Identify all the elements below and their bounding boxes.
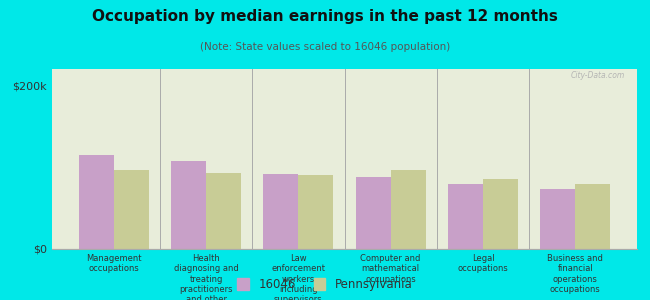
Bar: [206, 173, 241, 249]
Bar: [298, 176, 333, 249]
Text: (Note: State values scaled to 16046 population): (Note: State values scaled to 16046 popu…: [200, 42, 450, 52]
Bar: [171, 160, 206, 249]
Bar: [448, 184, 483, 249]
Bar: [263, 174, 298, 249]
Bar: [79, 155, 114, 249]
Bar: [483, 179, 518, 249]
Bar: [391, 170, 426, 249]
Legend: 16046, Pennsylvania: 16046, Pennsylvania: [237, 278, 413, 291]
Text: City-Data.com: City-Data.com: [571, 71, 625, 80]
Bar: [575, 184, 610, 249]
Bar: [356, 177, 391, 249]
Bar: [114, 169, 149, 249]
Text: Occupation by median earnings in the past 12 months: Occupation by median earnings in the pas…: [92, 9, 558, 24]
Bar: [540, 189, 575, 249]
